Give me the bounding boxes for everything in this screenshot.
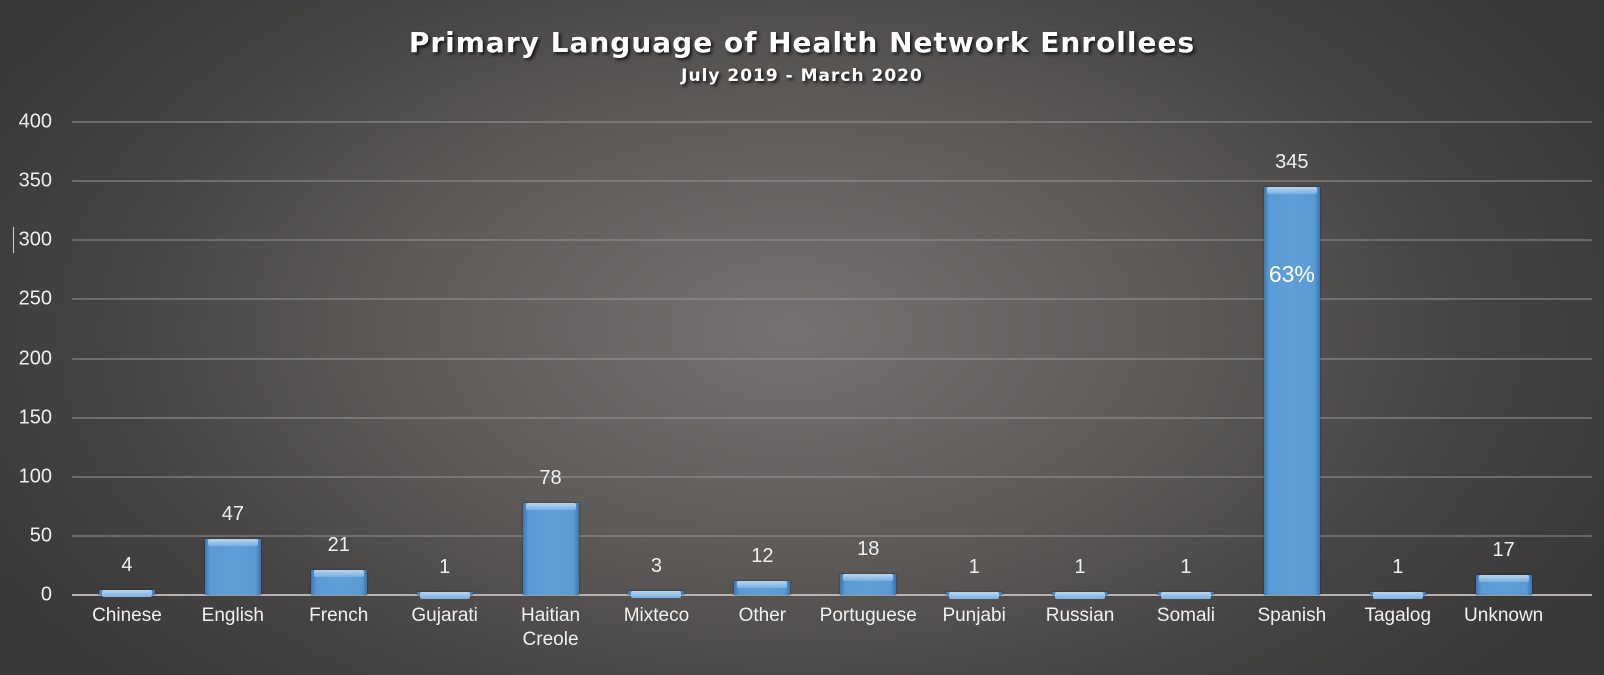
bar-gujarati [416, 592, 473, 599]
bar-french [310, 570, 367, 595]
data-label: 1 [1180, 556, 1192, 578]
x-tick-label: English [201, 605, 264, 626]
bar-russian [1052, 592, 1109, 599]
chart-subtitle: July 2019 - March 2020 [681, 66, 923, 86]
data-label: 1 [439, 556, 451, 578]
bar-portuguese [840, 573, 897, 595]
bar-mixteco [628, 591, 685, 598]
y-tick-label: 400 [18, 110, 52, 133]
bar-other [734, 580, 791, 595]
data-label: 47 [221, 503, 244, 526]
bar-tagalog [1369, 592, 1426, 599]
bar-punjabi [946, 592, 1003, 599]
x-axis-line [72, 594, 1592, 596]
x-tick-label: Unknown [1464, 605, 1544, 626]
bar-chinese [98, 590, 155, 597]
x-tick-label: Mixteco [623, 605, 690, 626]
x-tick-label: Haitian Creole [520, 605, 581, 650]
gridline [72, 298, 1592, 301]
bar-spanish [1263, 187, 1320, 595]
y-tick-label: 0 [40, 583, 52, 606]
x-tick-label: Other [738, 605, 787, 626]
y-tick-label: 50 [29, 524, 52, 547]
gridline [72, 357, 1592, 360]
x-tick-label: Somali [1156, 605, 1215, 626]
percent-annotation: 63% [1268, 261, 1315, 287]
x-tick-label: Chinese [92, 605, 162, 626]
gridline [72, 416, 1592, 419]
x-tick-label: Spanish [1257, 605, 1327, 626]
x-tick-label: French [309, 605, 369, 626]
bar-somali [1157, 592, 1214, 599]
x-tick-label: Russian [1045, 605, 1115, 626]
gridline [72, 475, 1592, 478]
bar-unknown [1475, 574, 1532, 595]
y-tick-label: 350 [18, 169, 52, 192]
x-tick-label: Portuguese [819, 605, 917, 626]
x-tick-label: Tagalog [1364, 605, 1432, 626]
gridline [72, 534, 1592, 537]
y-tick-label: 200 [18, 347, 52, 369]
y-tick-label: 100 [18, 465, 52, 488]
x-tick-label: Gujarati [411, 605, 478, 626]
data-label: 1 [1392, 556, 1404, 578]
gridline [72, 121, 1592, 123]
data-label: 12 [751, 544, 774, 567]
data-label: 1 [968, 556, 980, 578]
data-label: 78 [539, 466, 562, 489]
data-label: 4 [121, 554, 133, 577]
chart-title: Primary Language of Health Network Enrol… [408, 26, 1196, 59]
data-label: 3 [650, 555, 662, 578]
data-label: 17 [1492, 538, 1515, 561]
data-label: 18 [857, 537, 880, 560]
y-tick-label: 250 [18, 287, 52, 310]
data-label: 345 [1275, 151, 1309, 174]
gridline [72, 180, 1592, 183]
x-tick-label: Punjabi [942, 605, 1006, 626]
bar-haitian-creole [522, 502, 579, 595]
y-tick-label: 300 [18, 228, 52, 251]
gridline [72, 239, 1592, 242]
data-label: 21 [327, 534, 350, 557]
bar-english [204, 539, 261, 595]
text-cursor [13, 227, 14, 253]
data-label: 1 [1074, 556, 1086, 578]
y-tick-label: 150 [18, 406, 52, 429]
